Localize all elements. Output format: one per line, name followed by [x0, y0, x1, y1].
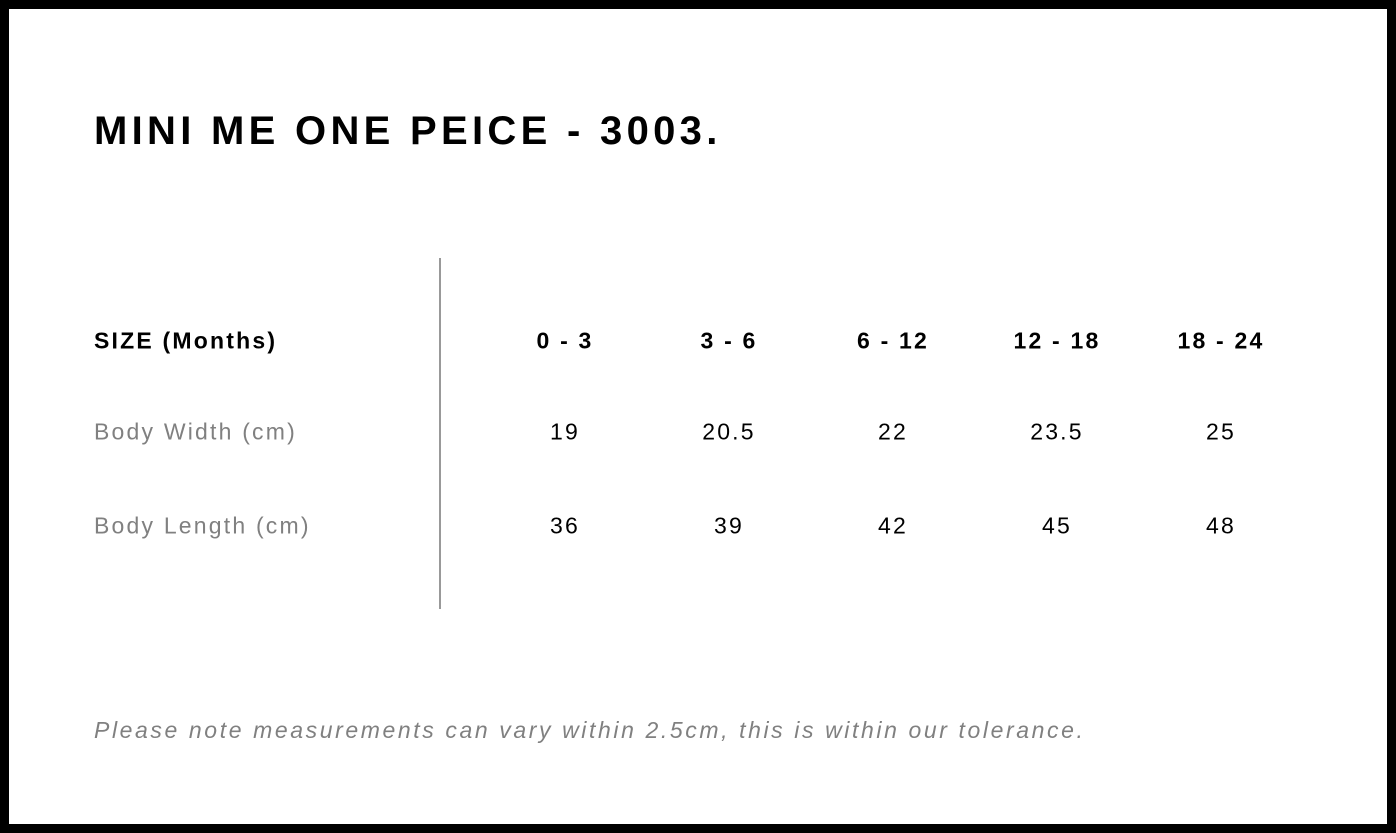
size-header: 0 - 3 [536, 327, 594, 354]
row-label-body-width: Body Width (cm) [94, 418, 297, 445]
body-width-cell: 19 [550, 418, 580, 445]
page-title: MINI ME ONE PEICE - 3003. [94, 109, 722, 153]
column-divider [439, 258, 441, 609]
body-length-cell: 48 [1206, 512, 1236, 539]
body-length-cell: 36 [550, 512, 580, 539]
body-length-cell: 39 [714, 512, 744, 539]
body-width-cell: 23.5 [1030, 418, 1084, 445]
body-length-cell: 45 [1042, 512, 1072, 539]
body-width-cell: 25 [1206, 418, 1236, 445]
body-width-cell: 22 [878, 418, 908, 445]
size-header: 6 - 12 [856, 327, 929, 354]
tolerance-note: Please note measurements can vary within… [94, 717, 1086, 743]
size-header: 18 - 24 [1177, 327, 1265, 354]
body-length-cell: 42 [878, 512, 908, 539]
size-header: 3 - 6 [700, 327, 758, 354]
row-label-body-length: Body Length (cm) [94, 512, 311, 539]
header-label: SIZE (Months) [94, 327, 278, 354]
body-width-cell: 20.5 [702, 418, 756, 445]
size-header: 12 - 18 [1013, 327, 1101, 354]
size-chart-card: MINI ME ONE PEICE - 3003. SIZE (Months) … [9, 9, 1387, 824]
